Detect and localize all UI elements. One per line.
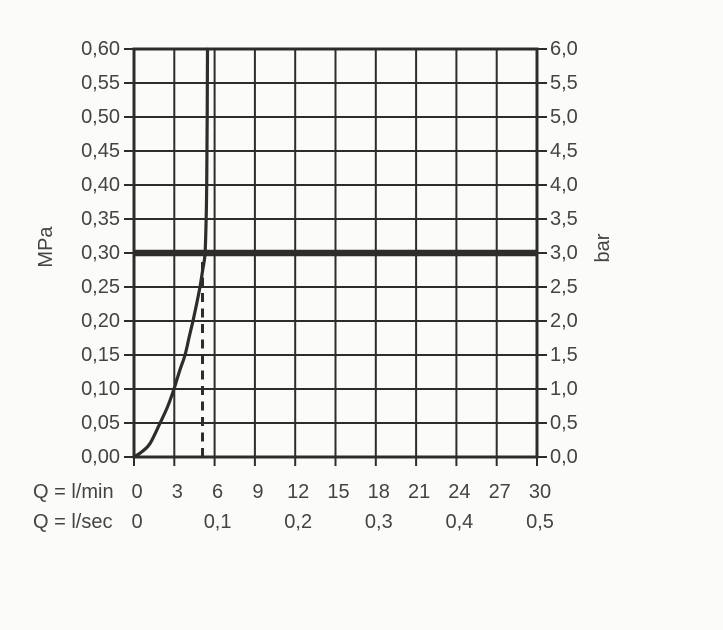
- y-right-tick-label: 2,0: [550, 310, 578, 332]
- y-right-tick-label: 1,0: [550, 378, 578, 400]
- y-left-tick-label: 0,05: [81, 412, 120, 434]
- x-axis-row-label-lsec: Q = l/sec: [33, 511, 113, 533]
- y-right-tick-label: 4,5: [550, 140, 578, 162]
- x-tick-label-lmin: 21: [408, 481, 430, 503]
- y-left-tick-label: 0,30: [81, 242, 120, 264]
- y-right-tick-label: 4,0: [550, 174, 578, 196]
- y-left-tick-label: 0,45: [81, 140, 120, 162]
- y-left-tick-label: 0,15: [81, 344, 120, 366]
- y-axis-right-unit-label: bar: [592, 233, 614, 263]
- x-tick-label-lsec: 0,1: [204, 511, 232, 533]
- x-tick-label-lmin: 6: [212, 481, 223, 503]
- y-right-tick-label: 3,5: [550, 208, 578, 230]
- x-tick-label-lmin: 12: [287, 481, 309, 503]
- x-tick-label-lmin: 24: [448, 481, 470, 503]
- y-right-tick-label: 2,5: [550, 276, 578, 298]
- x-tick-label-lmin: 18: [368, 481, 390, 503]
- y-left-tick-label: 0,55: [81, 72, 120, 94]
- y-left-tick-label: 0,35: [81, 208, 120, 230]
- x-tick-label-lmin: 30: [529, 481, 551, 503]
- x-tick-label-lmin: 27: [489, 481, 511, 503]
- x-tick-label-lmin: 9: [252, 481, 263, 503]
- y-left-tick-label: 0,25: [81, 276, 120, 298]
- y-right-tick-label: 3,0: [550, 242, 578, 264]
- flow-curve: [132, 47, 210, 459]
- x-tick-label-lsec: 0,2: [284, 511, 312, 533]
- y-axis-left-unit-label: MPa: [35, 226, 57, 268]
- y-left-tick-label: 0,60: [81, 38, 120, 60]
- y-left-tick-label: 0,00: [81, 446, 120, 468]
- x-tick-label-lsec: 0,3: [365, 511, 393, 533]
- x-tick-label-lsec: 0,4: [445, 511, 473, 533]
- x-tick-label-lmin: 0: [131, 481, 142, 503]
- x-tick-label-lsec: 0,5: [526, 511, 554, 533]
- y-left-tick-label: 0,10: [81, 378, 120, 400]
- y-right-tick-label: 0,0: [550, 446, 578, 468]
- y-left-tick-label: 0,40: [81, 174, 120, 196]
- y-right-tick-label: 0,5: [550, 412, 578, 434]
- x-axis-row-label-lmin: Q = l/min: [33, 481, 114, 503]
- y-right-tick-label: 1,5: [550, 344, 578, 366]
- y-right-tick-label: 6,0: [550, 38, 578, 60]
- y-left-tick-label: 0,50: [81, 106, 120, 128]
- x-tick-label-lsec: 0: [131, 511, 142, 533]
- y-left-tick-label: 0,20: [81, 310, 120, 332]
- y-right-tick-label: 5,0: [550, 106, 578, 128]
- x-tick-label-lmin: 3: [172, 481, 183, 503]
- x-tick-label-lmin: 15: [327, 481, 349, 503]
- y-right-tick-label: 5,5: [550, 72, 578, 94]
